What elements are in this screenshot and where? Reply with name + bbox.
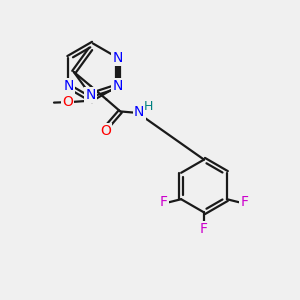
Text: N: N [112,51,123,65]
Text: N: N [63,79,74,93]
Text: N: N [134,105,144,119]
Text: F: F [240,195,248,209]
Text: N: N [85,88,96,102]
Text: F: F [200,222,208,236]
Text: O: O [62,95,73,109]
Text: O: O [100,124,111,138]
Text: F: F [160,195,168,209]
Text: N: N [112,79,123,93]
Text: H: H [143,100,153,113]
